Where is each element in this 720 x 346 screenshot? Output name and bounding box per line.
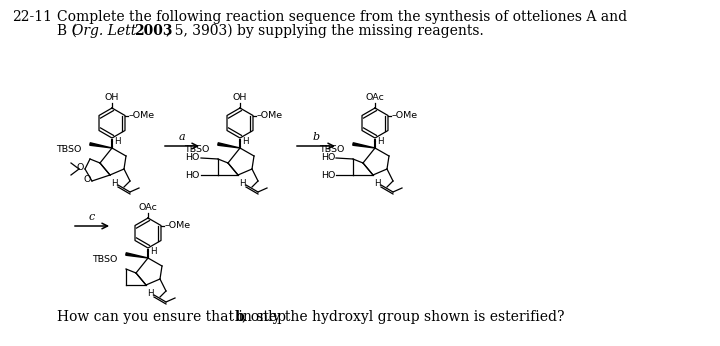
Polygon shape	[217, 143, 240, 148]
Text: Org. Lett.: Org. Lett.	[72, 24, 140, 38]
Text: O: O	[76, 164, 84, 173]
Text: , only the hydroxyl group shown is esterified?: , only the hydroxyl group shown is ester…	[242, 310, 564, 324]
Polygon shape	[90, 143, 112, 148]
Text: H: H	[239, 179, 246, 188]
Text: TBSO: TBSO	[92, 255, 117, 264]
Text: OH: OH	[105, 93, 120, 102]
Text: OAc: OAc	[366, 93, 384, 102]
Text: –OMe: –OMe	[129, 111, 155, 120]
Text: TBSO: TBSO	[184, 145, 210, 154]
Text: H: H	[242, 137, 248, 146]
Text: HO: HO	[320, 171, 335, 180]
Text: How can you ensure that in step: How can you ensure that in step	[57, 310, 290, 324]
Text: H: H	[111, 179, 117, 188]
Text: Complete the following reaction sequence from the synthesis of otteliones A and: Complete the following reaction sequence…	[57, 10, 627, 24]
Text: TBSO: TBSO	[319, 145, 344, 154]
Text: TBSO: TBSO	[56, 145, 81, 154]
Text: H: H	[147, 289, 153, 298]
Text: 2003: 2003	[134, 24, 173, 38]
Polygon shape	[126, 253, 148, 258]
Text: HO: HO	[186, 153, 200, 162]
Text: a: a	[179, 132, 185, 142]
Text: –OMe: –OMe	[257, 111, 283, 120]
Text: HO: HO	[320, 153, 335, 162]
Text: 22-11: 22-11	[12, 10, 52, 24]
Text: H: H	[114, 137, 121, 146]
Text: H: H	[377, 137, 384, 146]
Text: H: H	[150, 247, 157, 256]
Text: c: c	[89, 212, 95, 222]
Text: H: H	[374, 179, 381, 188]
Text: OH: OH	[233, 93, 247, 102]
Text: OAc: OAc	[138, 203, 158, 212]
Text: B (: B (	[57, 24, 77, 38]
Text: b: b	[235, 310, 244, 324]
Polygon shape	[353, 143, 375, 148]
Text: –OMe: –OMe	[165, 221, 191, 230]
Text: , 5, 3903) by supplying the missing reagents.: , 5, 3903) by supplying the missing reag…	[166, 24, 484, 38]
Text: O: O	[84, 175, 91, 184]
Text: b: b	[312, 132, 320, 142]
Text: –OMe: –OMe	[392, 111, 418, 120]
Text: HO: HO	[186, 171, 200, 180]
